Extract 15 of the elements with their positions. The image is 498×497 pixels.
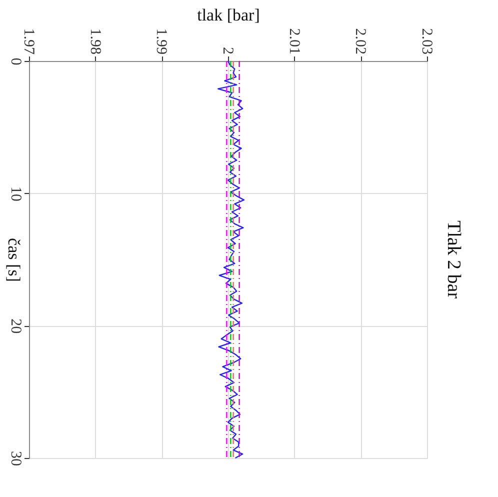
y-tick-label: 20 [8,318,24,334]
x-tick-label: 2 [220,47,236,54]
x-tick-label: 1.98 [86,28,103,54]
x-tick-label: 1.97 [20,28,36,55]
y-axis-title: čas [s] [4,238,24,282]
x-tick-label: 2.03 [418,28,434,54]
y-tick-label: 30 [8,451,24,466]
x-tick-label: 2.02 [352,28,368,54]
x-tick-label: 2.01 [286,28,302,54]
x-tick-label: 1.99 [153,28,170,54]
x-axis-title: tlak [bar] [197,5,260,24]
y-tick-label: 0 [8,58,24,66]
text: Tlak 2 bar [443,220,464,300]
line-series [217,60,245,459]
y-tick-label: 10 [8,186,24,202]
